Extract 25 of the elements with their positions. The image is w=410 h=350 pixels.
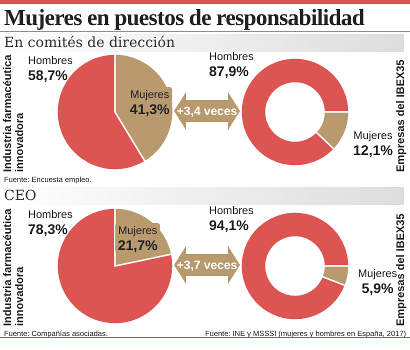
data-label: 78,3%: [28, 221, 69, 237]
slice-label: Mujeres: [118, 224, 158, 238]
slice-label: Mujeres: [130, 88, 170, 102]
data-label: 58,7%: [28, 67, 69, 83]
data-label: 21,7%: [118, 237, 158, 254]
data-label: 94,1%: [209, 217, 250, 233]
slice-label: Hombres: [28, 54, 73, 68]
slice-label: Mujeres: [353, 129, 393, 144]
chart-subtitle: CEO: [2, 187, 404, 205]
chart-subtitle: En comités de dirección: [2, 34, 404, 52]
data-label: 5,9%: [362, 280, 394, 296]
slice-label: Hombres: [209, 204, 254, 218]
slice-label: Hombres: [28, 208, 73, 222]
text: +3,7 veces: [176, 257, 238, 274]
data-label: 41,3%: [130, 101, 170, 118]
chart-title: Mujeres en puestos de responsabilidad: [4, 5, 364, 31]
data-label: 12,1%: [353, 142, 393, 158]
text: Industria farmacéutica innovadora: [2, 54, 26, 172]
data-label: 87,9%: [209, 63, 250, 79]
slice-label: Mujeres: [358, 268, 398, 280]
text: +3,4 veces: [176, 103, 238, 120]
text: Empresas del IBEX35: [395, 58, 407, 172]
slice-label: Hombres: [209, 50, 254, 64]
text: Industria farmacéutica innovadora: [2, 208, 26, 326]
text: Empresas del IBEX35: [395, 212, 407, 326]
